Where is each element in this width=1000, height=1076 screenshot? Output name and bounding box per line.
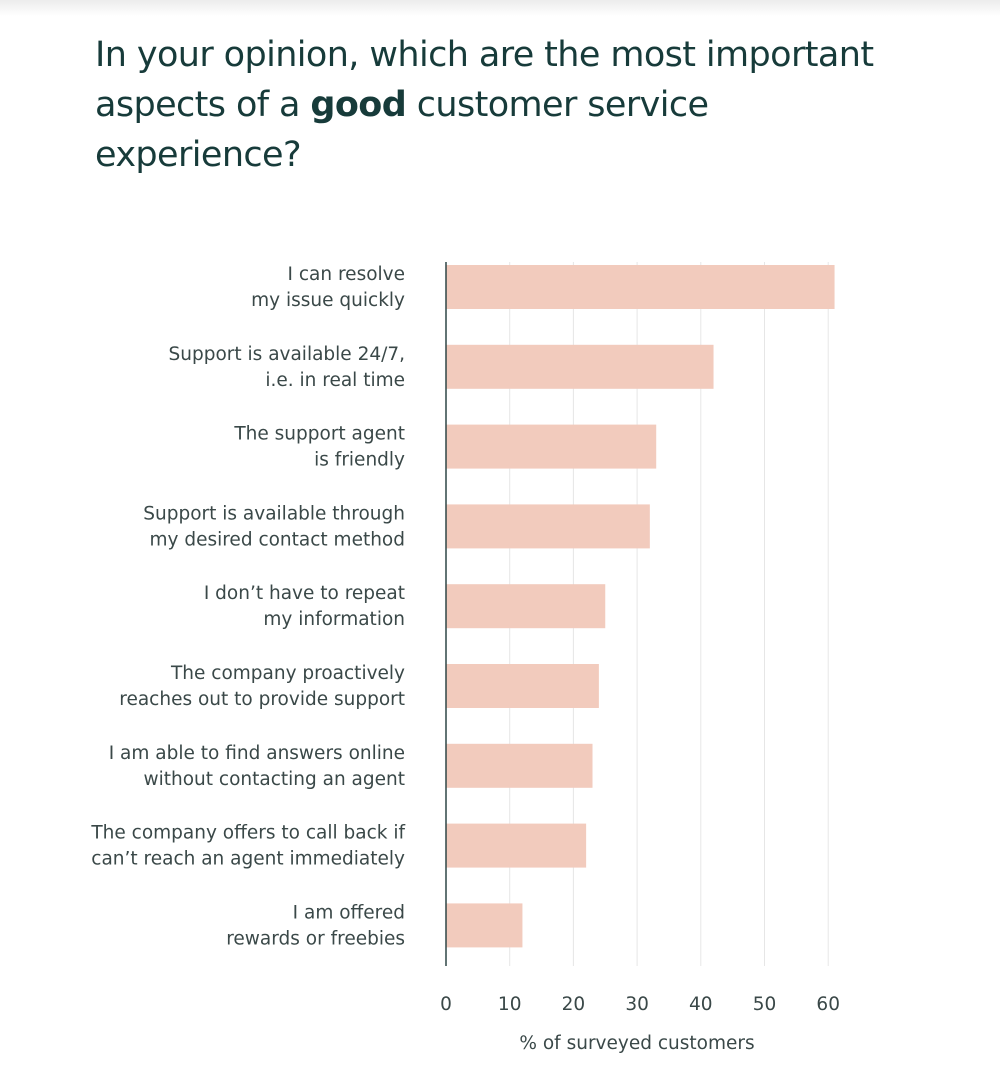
x-tick-0: 0 [440, 994, 452, 1015]
bar-8 [446, 823, 587, 868]
category-label-7: I am able to find answers online without … [109, 743, 405, 790]
title-text-after: customer service experience? [95, 85, 709, 175]
category-labels: I can resolve my issue quickly Support is … [90, 264, 405, 949]
bar-1 [446, 265, 835, 309]
bar-5 [446, 584, 606, 629]
category-label-line: my issue quickly [251, 290, 405, 311]
category-label-line: Support is available 24/7, [169, 344, 405, 365]
x-tick-20: 20 [562, 994, 586, 1015]
category-label-line: I am offered [293, 902, 405, 923]
category-label-line: my information [263, 609, 405, 630]
category-label-line: I am able to find answers online [109, 743, 405, 764]
x-tick-30: 30 [625, 994, 649, 1015]
x-axis-label: % of surveyed customers [519, 1033, 754, 1054]
category-label-line: I can resolve [288, 264, 405, 285]
category-label-line: without contacting an agent [143, 769, 405, 790]
category-label-5: I don’t have to repeat my information [204, 583, 405, 630]
category-label-line: rewards or freebies [226, 928, 405, 949]
bar-3 [446, 424, 657, 469]
category-label-line: i.e. in real time [265, 370, 405, 391]
bar-4 [446, 504, 650, 549]
category-label-line: my desired contact method [149, 529, 405, 550]
category-label-2: Support is available 24/7, i.e. in real t… [169, 344, 405, 391]
bar-7 [446, 743, 593, 788]
chart-title: In your opinion, which are the most impo… [95, 30, 895, 180]
category-label-line: reaches out to provide support [119, 689, 405, 710]
bars [446, 265, 835, 948]
title-text-before: In your opinion, which are the most impo… [95, 35, 874, 125]
title-emphasis: good [310, 85, 407, 125]
category-label-8: The company offers to call back if can’t … [90, 823, 405, 870]
category-label-3: The support agent is friendly [233, 424, 405, 471]
category-label-line: The company proactively [170, 663, 405, 684]
category-label-6: The company proactively reaches out to pr… [119, 663, 405, 710]
x-tick-labels: 0 10 20 30 40 50 60 [440, 994, 840, 1015]
category-label-line: can’t reach an agent immediately [91, 849, 405, 870]
bar-6 [446, 664, 599, 708]
category-label-9: I am offered rewards or freebies [226, 902, 405, 949]
x-tick-10: 10 [498, 994, 522, 1015]
x-tick-60: 60 [816, 994, 840, 1015]
top-shade [0, 0, 1000, 16]
category-label-line: The company offers to call back if [90, 823, 405, 844]
x-tick-50: 50 [753, 994, 777, 1015]
category-label-line: is friendly [314, 450, 405, 471]
x-tick-40: 40 [689, 994, 713, 1015]
bar-9 [446, 903, 523, 948]
category-label-line: The support agent [233, 424, 405, 445]
category-label-line: Support is available through [143, 503, 405, 524]
category-label-4: Support is available through my desired c… [143, 503, 405, 550]
category-label-1: I can resolve my issue quickly [251, 264, 405, 311]
bar-2 [446, 344, 714, 389]
category-label-line: I don’t have to repeat [204, 583, 405, 604]
